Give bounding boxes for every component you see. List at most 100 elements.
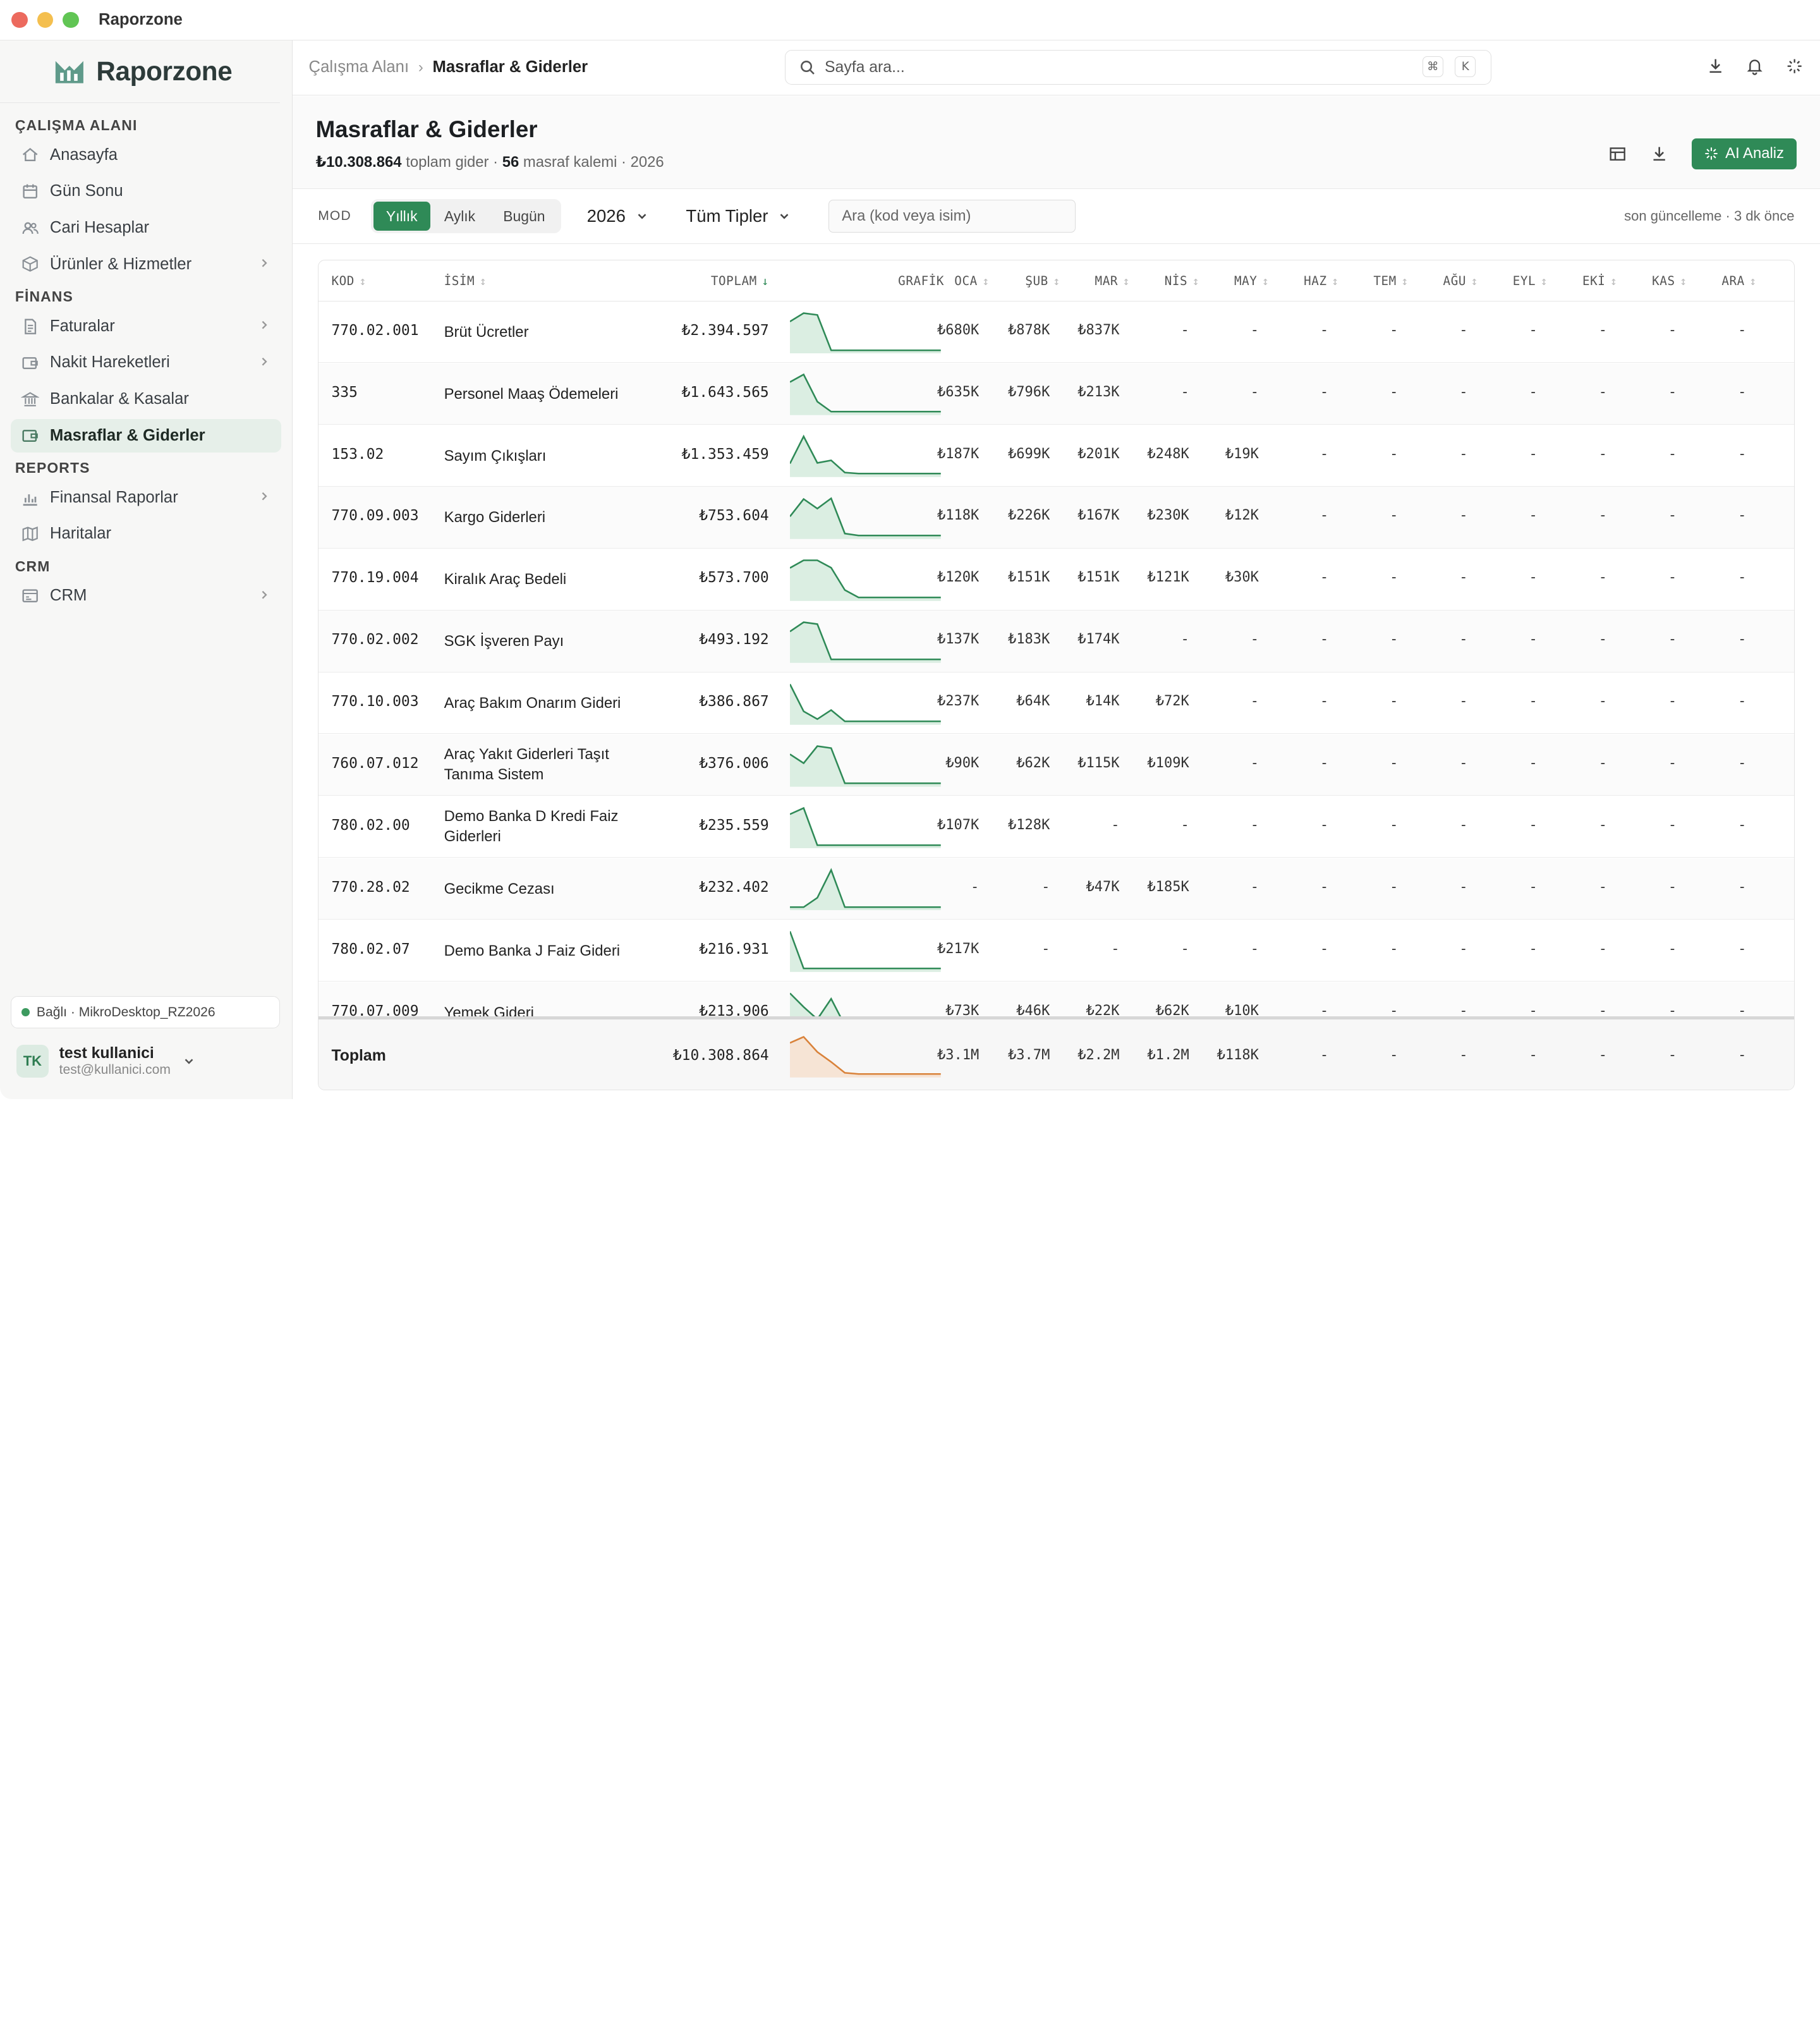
row-month-value: - <box>1738 569 1747 586</box>
sort-icon: ↕ <box>1401 274 1409 288</box>
row-code: 335 <box>331 384 358 401</box>
row-total: ₺232.402 <box>699 879 769 896</box>
download-icon[interactable] <box>1706 57 1725 75</box>
sort-desc-icon: ↓ <box>761 274 769 288</box>
sort-icon: ↕ <box>1053 274 1060 288</box>
sparkline-line <box>789 497 941 537</box>
user-menu[interactable]: TK test kullanici test@kullanici.com <box>16 1045 281 1078</box>
sidebar-item-cari-hesaplar[interactable]: Cari Hesaplar <box>11 211 282 245</box>
sidebar-item-crm[interactable]: CRM <box>11 579 282 612</box>
minimize-window-button[interactable] <box>37 11 54 28</box>
bell-icon[interactable] <box>1745 57 1764 75</box>
table-row[interactable]: 770.02.001 Brüt Ücretler ₺2.394.597 ₺680K ₺… <box>318 301 1794 363</box>
column-month-11[interactable]: ARA ↕ <box>1721 274 1756 288</box>
sidebar-item-label: Haritalar <box>49 525 112 543</box>
row-month-value: - <box>1250 384 1259 400</box>
sidebar-item-faturalar[interactable]: Faturalar <box>11 310 282 343</box>
row-month-value: - <box>1320 631 1329 648</box>
column-grafik[interactable]: GRAFİK <box>898 274 944 288</box>
column-header-label: KAS <box>1652 273 1675 288</box>
sort-icon: ↕ <box>359 274 367 288</box>
column-month-9[interactable]: EKİ ↕ <box>1582 274 1617 288</box>
table-view-icon[interactable] <box>1608 145 1627 163</box>
title-bar: Raporzone <box>0 0 1820 41</box>
row-month-value: - <box>1320 755 1329 771</box>
row-month-value: - <box>1668 755 1677 771</box>
row-month-value: - <box>1390 384 1398 400</box>
row-month-value: - <box>1598 879 1607 895</box>
sparkline-chart <box>789 931 941 973</box>
breadcrumb-parent[interactable]: Çalışma Alanı <box>308 58 410 76</box>
column-month-2[interactable]: MAR ↕ <box>1095 274 1130 288</box>
column-month-6[interactable]: TEM ↕ <box>1373 274 1408 288</box>
table-row[interactable]: 770.10.003 Araç Bakım Onarım Gideri ₺386.8… <box>318 672 1794 734</box>
column-kod[interactable]: KOD ↕ <box>331 274 366 288</box>
sidebar-item-masraflar-giderler[interactable]: Masraflar & Giderler <box>10 418 282 453</box>
column-month-7[interactable]: AĞU ↕ <box>1443 274 1478 288</box>
table-filter-input[interactable]: Ara (kod veya isim) <box>828 200 1076 233</box>
row-code: 770.28.02 <box>331 879 410 896</box>
sparkle-icon[interactable] <box>1785 57 1804 75</box>
column-month-3[interactable]: NİS ↕ <box>1165 274 1199 288</box>
row-total: ₺386.867 <box>699 693 769 710</box>
row-month-value: - <box>1250 755 1259 771</box>
sidebar-item-bankalar-kasalar[interactable]: Bankalar & Kasalar <box>11 382 282 416</box>
row-month-value: - <box>1250 631 1259 648</box>
mode-yearly-tab[interactable]: Yıllık <box>373 202 430 231</box>
column-header-label: TEM <box>1373 273 1397 288</box>
row-month-value: - <box>1320 1002 1329 1019</box>
table-row[interactable]: 780.02.00 Demo Banka D Kredi Faiz Giderle… <box>318 796 1794 858</box>
column-toplam[interactable]: TOPLAM ↓ <box>711 274 769 288</box>
table-row[interactable]: 153.02 Sayım Çıkışları ₺1.353.459 ₺187K ₺69… <box>318 425 1794 487</box>
column-month-8[interactable]: EYL ↕ <box>1513 274 1548 288</box>
type-value: Tüm Tipler <box>686 206 768 226</box>
connection-status[interactable]: Bağlı · MikroDesktop_RZ2026 <box>10 995 281 1029</box>
export-download-icon[interactable] <box>1650 145 1668 163</box>
column-month-1[interactable]: ŞUB ↕ <box>1025 274 1060 288</box>
sparkline-chart <box>789 374 941 416</box>
table-row[interactable]: 760.07.012 Araç Yakıt Giderleri Taşıt Tan… <box>318 734 1794 796</box>
ai-analysis-button[interactable]: AI Analiz <box>1691 138 1797 170</box>
table-row[interactable]: 770.28.02 Gecikme Cezası ₺232.402 - - ₺47K ₺1… <box>318 858 1794 920</box>
last-updated: son güncelleme · 3 dk önce <box>1624 208 1795 224</box>
column-isim[interactable]: İSİM ↕ <box>444 274 487 288</box>
search-input[interactable]: Sayfa ara... ⌘ K <box>784 49 1492 85</box>
table-row[interactable]: 770.02.002 SGK İşveren Payı ₺493.192 ₺137K… <box>318 611 1794 672</box>
row-month-value: - <box>1180 631 1189 648</box>
close-window-button[interactable] <box>11 11 28 28</box>
row-month-value: ₺217K <box>937 940 980 957</box>
brand[interactable]: Raporzone <box>0 40 281 104</box>
table-row[interactable]: 335 Personel Maaş Ödemeleri ₺1.643.565 ₺63… <box>318 363 1794 425</box>
column-month-10[interactable]: KAS ↕ <box>1652 274 1687 288</box>
zoom-window-button[interactable] <box>63 11 79 28</box>
column-month-0[interactable]: OCA ↕ <box>954 274 989 288</box>
row-month-value: - <box>1738 940 1747 957</box>
table-row[interactable]: 780.02.07 Demo Banka J Faiz Gideri ₺216.93… <box>318 920 1794 982</box>
mode-monthly-tab[interactable]: Aylık <box>444 207 476 224</box>
item-count-label: masraf kalemi · 2026 <box>519 154 664 171</box>
sidebar-item-haritalar[interactable]: Haritalar <box>11 517 282 551</box>
sparkline-line <box>789 683 941 722</box>
year-select[interactable]: 2026 <box>587 206 649 226</box>
sidebar-item-nakit-hareketleri[interactable]: Nakit Hareketleri <box>11 346 282 379</box>
row-month-value: - <box>1320 384 1329 400</box>
row-month-value: - <box>1250 817 1259 833</box>
footer-month-value: ₺3.1M <box>937 1047 980 1064</box>
mode-today-tab[interactable]: Bugün <box>503 207 545 224</box>
sidebar-item-u-ru-nler-hizmetler[interactable]: Ürünler & Hizmetler <box>11 248 282 281</box>
row-month-value: ₺107K <box>937 817 980 833</box>
table-row[interactable]: 770.19.004 Kiralık Araç Bedeli ₺573.700 ₺1… <box>318 549 1794 611</box>
row-total: ₺1.353.459 <box>681 446 769 463</box>
calendar-icon <box>21 182 39 200</box>
sidebar-item-finansal-raporlar[interactable]: Finansal Raporlar <box>11 481 282 514</box>
footer-label: Toplam <box>331 1047 386 1065</box>
sort-icon: ↕ <box>1749 274 1757 288</box>
table-row[interactable]: 770.09.003 Kargo Giderleri ₺753.604 ₺118K ₺… <box>318 487 1794 549</box>
home-icon <box>21 145 39 164</box>
sidebar-item-anasayfa[interactable]: Anasayfa <box>11 138 282 172</box>
column-month-5[interactable]: HAZ ↕ <box>1304 274 1338 288</box>
type-select[interactable]: Tüm Tipler <box>686 206 791 226</box>
column-month-4[interactable]: MAY ↕ <box>1234 274 1269 288</box>
row-total: ₺1.643.565 <box>681 384 769 401</box>
sidebar-item-gu-n-sonu[interactable]: Gün Sonu <box>11 174 282 208</box>
